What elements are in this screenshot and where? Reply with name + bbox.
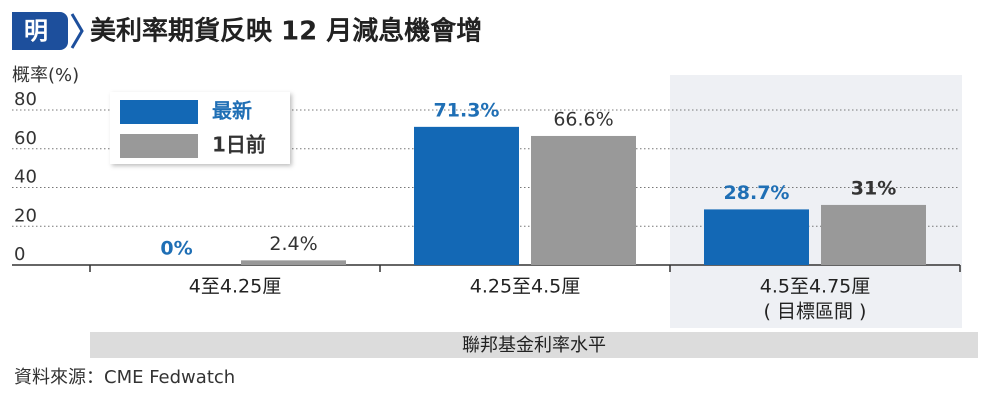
logo-badge <box>12 12 68 50</box>
bar <box>531 135 636 265</box>
highlight-band <box>670 75 962 328</box>
value-label: 28.7% <box>724 182 790 204</box>
value-label: 71.3% <box>434 99 500 121</box>
logo-chevron <box>70 13 84 49</box>
x-tick-note: ( 目標區間 ) <box>764 301 867 323</box>
legend-swatch <box>120 100 198 124</box>
y-tick-label: 80 <box>14 89 37 110</box>
bar <box>414 126 519 265</box>
bar <box>704 209 809 265</box>
x-tick-label: 4至4.25厘 <box>189 276 281 298</box>
logo: 明 <box>24 17 48 45</box>
y-tick-label: 60 <box>14 128 37 149</box>
x-tick-label: 4.5至4.75厘 <box>760 276 871 298</box>
x-tick-label: 4.25至4.5厘 <box>470 276 581 298</box>
value-label: 0% <box>160 238 192 260</box>
x-axis-band <box>90 332 978 358</box>
bar <box>241 260 346 265</box>
bar <box>821 204 926 265</box>
legend-swatch <box>120 134 198 158</box>
source: 資料來源：CME Fedwatch <box>14 367 235 388</box>
value-label: 31% <box>851 177 896 199</box>
legend-label: 最新 <box>212 99 252 123</box>
y-tick-label: 0 <box>14 244 25 265</box>
value-label: 66.6% <box>553 108 613 130</box>
value-label: 2.4% <box>269 233 317 255</box>
x-axis-title: 聯邦基金利率水平 <box>462 335 606 356</box>
y-tick-label: 40 <box>14 167 37 188</box>
y-tick-label: 20 <box>14 205 37 226</box>
y-axis-title: 概率(%) <box>12 65 79 86</box>
legend-label: 1日前 <box>212 133 266 157</box>
chart-title: 美利率期貨反映 12 月減息機會增 <box>90 16 482 47</box>
